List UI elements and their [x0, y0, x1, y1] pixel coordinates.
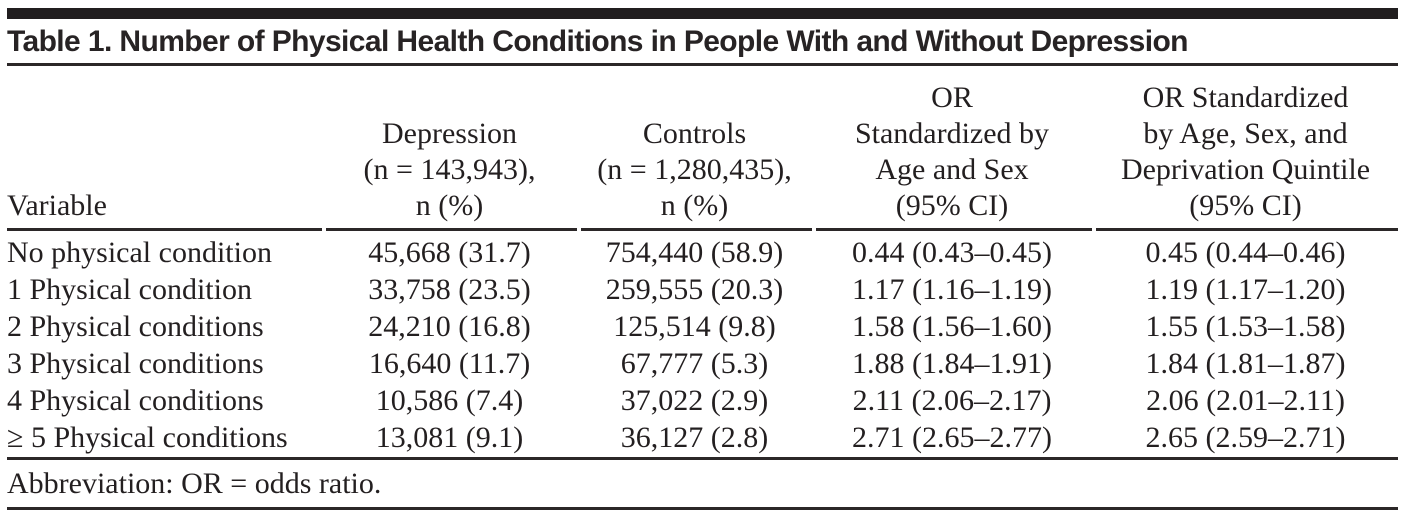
row-label: 2 Physical conditions — [7, 310, 264, 343]
cell-depression: 13,081 (9.1) — [375, 421, 524, 454]
cell-or-age-sex-deprivation: 1.84 (1.81–1.87) — [1145, 347, 1346, 380]
column-header-line: Standardized by — [854, 117, 1050, 150]
column-header-line: Depression — [382, 117, 517, 150]
cell-or-age-sex: 1.17 (1.16–1.19) — [852, 273, 1052, 306]
column-header-variable: Variable — [7, 188, 322, 224]
column-header-or-age-sex: OR Standardized by Age and Sex (95% CI) — [812, 80, 1092, 224]
column-header-line: n (%) — [415, 189, 484, 222]
column-header-line: by Age, Sex, and — [1143, 117, 1348, 150]
column-header-line: n (%) — [660, 189, 729, 222]
cell-or-age-sex: 2.71 (2.65–2.77) — [852, 421, 1052, 454]
table-top-bar — [7, 8, 1398, 19]
cell-or-age-sex-deprivation: 1.55 (1.53–1.58) — [1145, 310, 1346, 343]
cell-controls: 125,514 (9.8) — [613, 310, 776, 343]
header-rule-segment — [7, 228, 322, 231]
column-header-line: Deprivation Quintile — [1120, 153, 1371, 186]
cell-or-age-sex: 1.58 (1.56–1.60) — [852, 310, 1052, 343]
table-footnote: Abbreviation: OR = odds ratio. — [7, 467, 382, 500]
cell-controls: 754,440 (58.9) — [605, 236, 784, 269]
column-header-line: (n = 143,943), — [363, 153, 536, 186]
column-header-or-age-sex-deprivation: OR Standardized by Age, Sex, and Depriva… — [1092, 80, 1399, 224]
cell-or-age-sex-deprivation: 2.65 (2.59–2.71) — [1145, 421, 1346, 454]
cell-depression: 33,758 (23.5) — [368, 273, 531, 306]
row-label: 1 Physical condition — [7, 273, 252, 306]
row-label: ≥ 5 Physical conditions — [7, 421, 288, 454]
cell-controls: 37,022 (2.9) — [620, 384, 769, 417]
column-header-controls: Controls (n = 1,280,435), n (%) — [577, 116, 812, 224]
footnote-top-rule — [7, 457, 1398, 460]
header-rule — [7, 228, 1398, 231]
column-header-label: Variable — [7, 189, 107, 222]
header-rule-segment — [326, 228, 577, 231]
table-header-row: Variable Depression (n = 143,943), n (%)… — [7, 72, 1399, 224]
cell-depression: 16,640 (11.7) — [368, 347, 531, 380]
column-header-line: (95% CI) — [1189, 189, 1302, 222]
cell-or-age-sex: 2.11 (2.06–2.17) — [852, 384, 1052, 417]
cell-depression: 24,210 (16.8) — [368, 310, 531, 343]
cell-or-age-sex-deprivation: 0.45 (0.44–0.46) — [1145, 236, 1346, 269]
column-header-line: (n = 1,280,435), — [597, 153, 792, 186]
header-rule-segment — [1096, 228, 1398, 231]
cell-controls: 259,555 (20.3) — [605, 273, 784, 306]
cell-depression: 45,668 (31.7) — [368, 236, 531, 269]
header-rule-segment — [581, 228, 812, 231]
cell-or-age-sex-deprivation: 1.19 (1.17–1.20) — [1145, 273, 1346, 306]
table-body: No physical condition 45,668 (31.7) 754,… — [7, 234, 1399, 456]
column-header-line: Age and Sex — [875, 153, 1029, 186]
header-rule-segment — [816, 228, 1092, 231]
cell-or-age-sex: 0.44 (0.43–0.45) — [852, 236, 1052, 269]
title-rule — [7, 63, 1398, 66]
column-header-depression: Depression (n = 143,943), n (%) — [322, 116, 577, 224]
cell-controls: 67,777 (5.3) — [620, 347, 769, 380]
cell-or-age-sex: 1.88 (1.84–1.91) — [852, 347, 1052, 380]
column-header-line: Controls — [642, 117, 747, 150]
table-bottom-rule — [7, 507, 1398, 510]
cell-depression: 10,586 (7.4) — [375, 384, 524, 417]
column-header-line: OR Standardized — [1142, 81, 1349, 114]
table-title: Table 1. Number of Physical Health Condi… — [7, 25, 1188, 58]
row-label: 3 Physical conditions — [7, 347, 264, 380]
row-label: 4 Physical conditions — [7, 384, 264, 417]
column-header-line: OR — [931, 81, 973, 114]
cell-controls: 36,127 (2.8) — [620, 421, 769, 454]
column-header-line: (95% CI) — [895, 189, 1009, 222]
cell-or-age-sex-deprivation: 2.06 (2.01–2.11) — [1146, 384, 1345, 417]
row-label: No physical condition — [7, 236, 272, 269]
